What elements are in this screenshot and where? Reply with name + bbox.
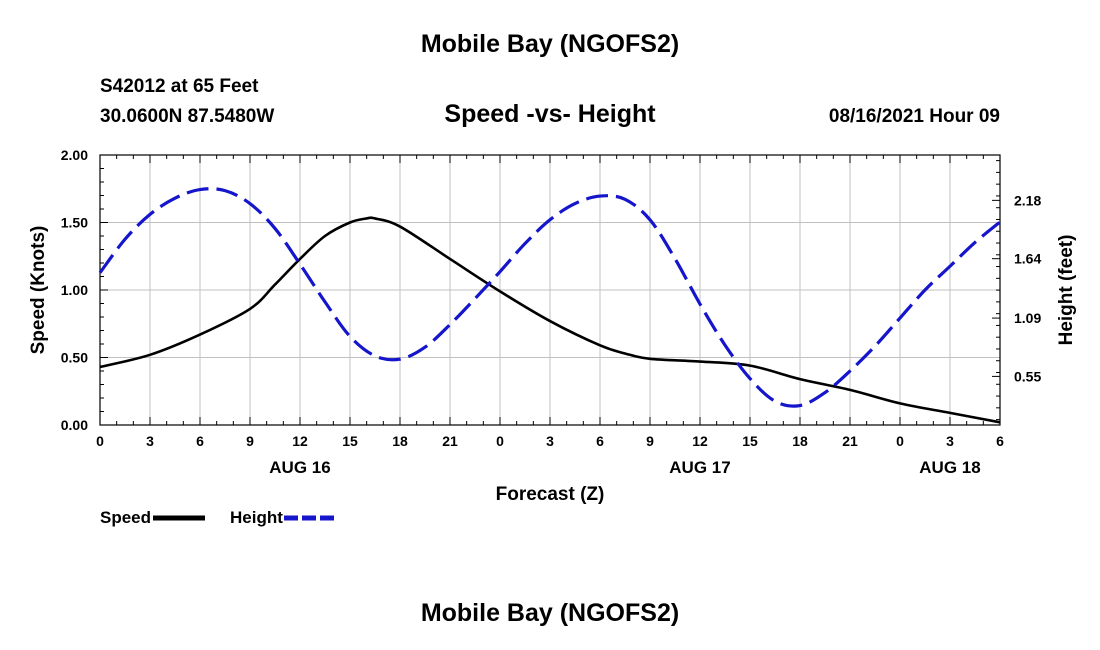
date-label: AUG 16 [269,458,330,477]
x-tick-label: 18 [392,433,408,449]
x-tick-label: 9 [646,433,654,449]
x-tick-label: 6 [596,433,604,449]
y2-axis-label: Height (feet) [1056,235,1077,346]
x-tick-label: 12 [292,433,308,449]
date-label: AUG 18 [919,458,980,477]
date-label: AUG 17 [669,458,730,477]
x-tick-label: 6 [196,433,204,449]
legend-height: Height [230,508,338,528]
series-lines [98,187,1002,424]
legend-speed-label: Speed [100,508,152,527]
legend-speed: Speed [100,508,207,528]
y-tick-label: 1.00 [61,282,88,298]
x-tick-label: 0 [96,433,104,449]
x-axis-label: Forecast (Z) [496,484,605,505]
x-tick-label: 0 [496,433,504,449]
y-tick-label: 1.50 [61,215,88,231]
y-tick-label: 0.50 [61,350,88,366]
legend-height-label: Height [230,508,283,527]
y-tick-label: 0.00 [61,417,88,433]
y2-tick-label: 0.55 [1014,368,1041,384]
page-title: Mobile Bay (NGOFS2) [420,30,680,58]
x-tick-label: 21 [842,433,858,449]
y2-tick-label: 1.09 [1014,310,1041,326]
forecast-datetime: 08/16/2021 Hour 09 [828,106,1000,127]
legend-speed-swatch [153,515,206,521]
y2-tick-label: 2.18 [1014,192,1041,208]
x-tick-label: 3 [146,433,154,449]
x-tick-label: 12 [692,433,708,449]
station-label: S42012 at 65 Feet [100,76,259,97]
series-line-speed [99,216,1001,424]
x-tick-label: 3 [546,433,554,449]
x-tick-label: 21 [442,433,458,449]
grid-lines [100,155,1000,425]
y-axis-label: Speed (Knots) [28,226,49,355]
x-tick-label: 15 [342,433,358,449]
axis-ticks [99,154,1001,426]
x-tick-label: 6 [996,433,1004,449]
page-footer-title: Mobile Bay (NGOFS2) [420,599,680,627]
axis-labels: 0 3 6 9 12 15 18 21 0 3 6 9 12 15 18 21 0 3 6 AUG 16 AUG 17 A… [61,147,1042,477]
x-tick-label: 0 [896,433,904,449]
x-tick-label: 15 [742,433,758,449]
y2-tick-label: 1.64 [1014,251,1041,267]
x-tick-label: 3 [946,433,954,449]
series-line-height [98,187,1002,408]
x-tick-label: 18 [792,433,808,449]
y-tick-label: 2.00 [61,147,88,163]
chart-title: Speed -vs- Height [444,100,656,128]
legend-height-swatch [283,515,336,521]
station-coordinates: 30.0600N 87.5480W [100,106,275,127]
x-tick-label: 9 [246,433,254,449]
